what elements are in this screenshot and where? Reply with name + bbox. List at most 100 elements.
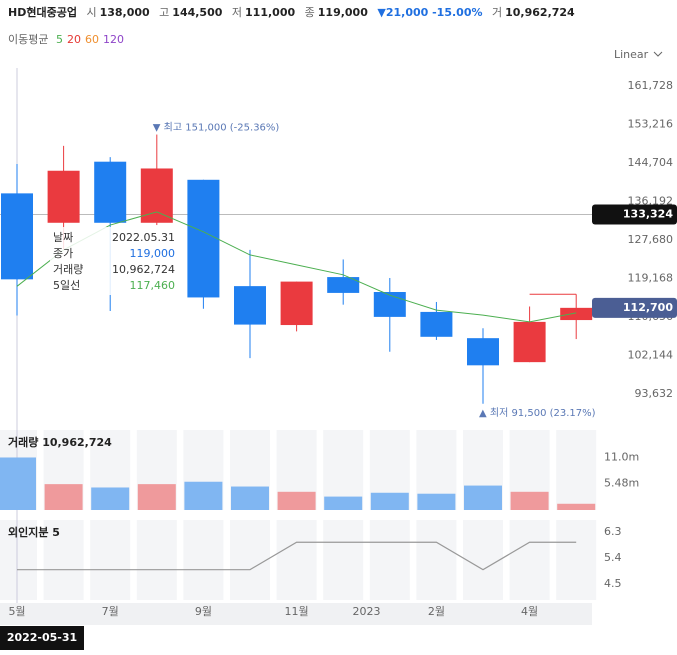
x-axis-band (0, 603, 592, 625)
close: 119,000 (318, 6, 368, 19)
y-tick-label: 5.48m (604, 477, 639, 490)
last-price: 112,700 (623, 301, 673, 314)
scale-mode[interactable]: Linear (614, 48, 649, 61)
volume-bar (137, 484, 176, 510)
x-tick-label: 11월 (285, 605, 309, 618)
tooltip-label: 종가 (53, 247, 73, 260)
panel-stripe (276, 520, 317, 600)
panel-stripe (509, 520, 550, 600)
ma-legend-item: 120 (103, 33, 124, 46)
panel-stripe (463, 520, 503, 600)
date-box (0, 626, 84, 650)
last-price-tag (592, 297, 677, 318)
volume-bar (0, 457, 36, 510)
volume-bar (417, 493, 456, 510)
volume: 10,962,724 (505, 6, 575, 19)
candle-body (234, 286, 266, 325)
foreign-line (17, 541, 577, 571)
y-tick-label: 4.5 (604, 577, 622, 590)
volume-label: 거 (492, 6, 502, 19)
tooltip-label: 5일선 (53, 278, 80, 292)
candle-body (94, 161, 127, 223)
candle-body (187, 179, 220, 298)
volume-bar (231, 486, 269, 510)
x-tick-label: 5월 (8, 605, 25, 618)
panel-title: 외인지분 5 (8, 525, 60, 539)
panel-stripe (556, 430, 597, 510)
candle-body (513, 321, 546, 363)
y-tick-label: 136,192 (628, 195, 674, 208)
candle-body (420, 311, 453, 337)
tooltip-label: 날짜 (53, 231, 73, 244)
candle-body (560, 307, 593, 321)
change: ▼21,000 -15.00% (377, 6, 482, 19)
tooltip-value: 10,962,724 (112, 263, 175, 276)
high-label: 고 (159, 6, 169, 19)
panel-stripe (43, 520, 84, 600)
tooltip-box (50, 227, 180, 295)
volume-bar (510, 491, 549, 510)
y-tick-label: 119,168 (628, 272, 674, 285)
panel-stripe (369, 520, 410, 600)
candle-body (373, 292, 406, 317)
ma-legend: 이동평균 5 20 60 120 (8, 33, 124, 46)
volume-bar (184, 481, 223, 510)
candle-body (140, 168, 173, 223)
header: HD현대중공업 시 138,000 고 144,500 저 111,000 종 119,… (8, 5, 575, 19)
high: 144,500 (172, 6, 222, 19)
open-label: 시 (86, 6, 96, 19)
x-tick-label: 4월 (521, 605, 538, 618)
low: 111,000 (245, 6, 295, 19)
y-tick-label: 127,680 (628, 233, 674, 246)
candle-body (467, 338, 499, 366)
panel-stripe (230, 520, 270, 600)
y-tick-label: 153,216 (628, 118, 674, 131)
annotation: ▼ 최고 151,000 (-25.36%) (153, 122, 280, 134)
y-tick-label: 6.3 (604, 525, 622, 538)
y-tick-label: 93,632 (635, 387, 674, 400)
y-tick-label: 11.0m (604, 450, 639, 463)
ma-legend-item: 60 (85, 33, 99, 46)
panel-stripe (136, 520, 177, 600)
tooltip-label: 거래량 (53, 263, 83, 276)
volume-bar (44, 484, 83, 510)
dropdown-icon[interactable] (653, 51, 663, 57)
ma-legend-label: 이동평균 (8, 33, 48, 46)
volume-bar (370, 492, 409, 510)
selected-date: 2022-05-31 (7, 631, 77, 644)
volume-bar (91, 487, 130, 510)
panel-title: 거래량 10,962,724 (8, 435, 112, 449)
volume-bar (324, 496, 363, 510)
ma-legend-item: 20 (67, 33, 81, 46)
volume-bar (464, 485, 502, 510)
x-tick-label: 9월 (195, 605, 212, 618)
close-label: 종 (305, 6, 315, 19)
x-tick-label: 7월 (102, 605, 119, 618)
y-tick-label: 144,704 (628, 156, 674, 169)
panel-stripe (556, 520, 597, 600)
y-tick-label: 161,728 (628, 79, 674, 92)
panel-stripe (90, 520, 131, 600)
tooltip-value: 117,460 (130, 279, 176, 292)
panel-stripe (416, 520, 457, 600)
low-label: 저 (232, 6, 242, 19)
candle-body (1, 193, 33, 280)
annotation: ▲ 최저 91,500 (23.17%) (479, 407, 596, 419)
candle-body (47, 170, 80, 223)
panel-stripe (323, 520, 364, 600)
ma-legend-item: 5 (56, 33, 63, 46)
crosshair-price: 133,324 (623, 208, 673, 221)
panel-stripe (0, 520, 37, 600)
tooltip-value: 2022.05.31 (112, 231, 175, 244)
panel-stripe (183, 520, 224, 600)
tooltip-value: 119,000 (130, 247, 176, 260)
stock-name: HD현대중공업 (8, 5, 77, 19)
x-tick-label: 2월 (428, 605, 445, 618)
x-tick-label: 2023 (353, 605, 381, 618)
y-tick-label: 5.4 (604, 551, 622, 564)
y-tick-label: 102,144 (628, 349, 674, 362)
candle-body (327, 277, 360, 293)
crosshair-tag (592, 204, 677, 225)
ma-line (16, 211, 577, 323)
